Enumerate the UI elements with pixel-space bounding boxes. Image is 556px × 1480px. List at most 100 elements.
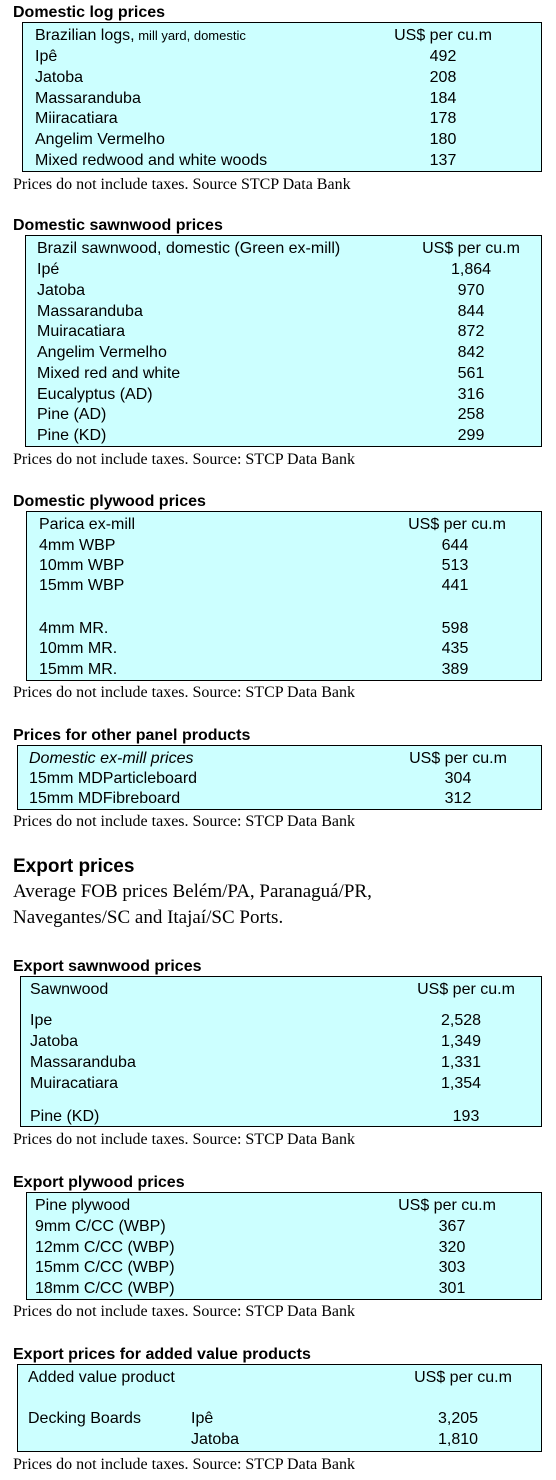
table-row: Mixed redwood and white woods 137 — [23, 150, 541, 171]
price-table: Added value product US$ per cu.m Decking… — [17, 1364, 542, 1452]
header-label: Brazilian logs, mill yard, domestic — [35, 27, 246, 44]
source-note: Prices do not include taxes. Source: STC… — [13, 451, 356, 468]
table-row: Ipe 2,528 — [21, 1010, 541, 1031]
header-label: Pine plywood — [35, 1197, 131, 1214]
row-value: 316 — [457, 386, 485, 403]
row-label: Massaranduba — [37, 303, 143, 320]
row-label: Massaranduba — [30, 1054, 136, 1071]
table-row: Pine (KD) 193 — [21, 1106, 541, 1127]
table-row: 4mm WBP 644 — [27, 535, 541, 556]
table-header-row: Sawnwood US$ per cu.m — [21, 979, 541, 1000]
row-sublabel: Ipê — [191, 1410, 214, 1427]
section-title: Export prices for added value products — [13, 1346, 311, 1363]
row-label: 15mm MR. — [39, 661, 118, 678]
source-note: Prices do not include taxes. Source STCP… — [13, 176, 351, 193]
row-value: 1,354 — [440, 1075, 482, 1092]
row-value: 367 — [438, 1218, 466, 1235]
header-value: US$ per cu.m — [394, 27, 492, 44]
row-value: 492 — [429, 48, 457, 65]
row-value: 3,205 — [437, 1410, 479, 1427]
row-value: 178 — [429, 110, 457, 127]
row-label: Ipê — [35, 48, 58, 65]
header-label: Parica ex-mill — [39, 516, 136, 533]
row-value: 208 — [429, 69, 457, 86]
table-row: Jatoba 1,810 — [18, 1429, 541, 1450]
table-header-row: Brazil sawnwood, domestic (Green ex-mill… — [26, 238, 541, 259]
section-title: Prices for other panel products — [13, 727, 251, 744]
table-row: 15mm WBP 441 — [27, 575, 541, 596]
row-value: 299 — [457, 427, 485, 444]
section-title: Domestic log prices — [13, 4, 166, 21]
row-sublabel: Jatoba — [191, 1431, 240, 1448]
section-title: Export plywood prices — [13, 1174, 185, 1191]
row-label: Miiracatiara — [35, 110, 118, 127]
price-table: Domestic ex-mill prices US$ per cu.m 15m… — [17, 745, 542, 810]
row-label: 12mm C/CC (WBP) — [35, 1239, 175, 1256]
section-title: Domestic plywood prices — [13, 493, 206, 510]
table-row: Muiracatiara 1,354 — [21, 1073, 541, 1094]
export-intro-line-2: Navegantes/SC and Itajaí/SC Ports. — [13, 907, 284, 928]
row-value: 435 — [441, 640, 469, 657]
header-value: US$ per cu.m — [408, 516, 506, 533]
table-row: Massaranduba 844 — [26, 301, 541, 322]
row-label: Muiracatiara — [37, 323, 126, 340]
row-value: 513 — [441, 557, 469, 574]
row-label: 9mm C/CC (WBP) — [35, 1218, 166, 1235]
table-row: Eucalyptus (AD) 316 — [26, 384, 541, 405]
row-label: Eucalyptus (AD) — [37, 386, 153, 403]
header-value: US$ per cu.m — [417, 981, 515, 998]
row-value: 598 — [441, 620, 469, 637]
row-label: Pine (KD) — [30, 1108, 100, 1125]
table-header-row: Added value product US$ per cu.m — [18, 1367, 541, 1388]
table-row: Muiracatiara 872 — [26, 321, 541, 342]
source-note: Prices do not include taxes. Source: STC… — [13, 684, 356, 701]
source-note: Prices do not include taxes. Source: STC… — [13, 1131, 356, 1148]
table-row: Ipê 492 — [23, 46, 541, 67]
price-table: Brazilian logs, mill yard, domestic US$ … — [22, 22, 542, 172]
row-value: 1,331 — [440, 1054, 482, 1071]
row-label: 10mm MR. — [39, 640, 118, 657]
table-row: 15mm MDParticleboard 304 — [18, 768, 541, 789]
source-note: Prices do not include taxes. Source: STC… — [13, 1456, 356, 1473]
row-label: 4mm MR. — [39, 620, 109, 637]
row-label: 15mm WBP — [39, 577, 125, 594]
row-label: 4mm WBP — [39, 537, 116, 554]
header-label: Domestic ex-mill prices — [29, 750, 194, 767]
table-row: Pine (AD) 258 — [26, 404, 541, 425]
table-header-row: Domestic ex-mill prices US$ per cu.m — [18, 748, 541, 769]
price-table: Parica ex-mill US$ per cu.m 4mm WBP 644 1… — [26, 511, 542, 681]
table-row: 12mm C/CC (WBP) 320 — [27, 1237, 541, 1258]
row-value: 1,864 — [450, 261, 492, 278]
row-label: 18mm C/CC (WBP) — [35, 1280, 175, 1297]
row-label: Jatoba — [35, 69, 84, 86]
row-label: Pine (AD) — [37, 406, 107, 423]
row-label: Jatoba — [30, 1033, 79, 1050]
row-value: 258 — [457, 406, 485, 423]
row-label: Muiracatiara — [30, 1075, 119, 1092]
table-row: 10mm WBP 513 — [27, 555, 541, 576]
row-label: Angelim Vermelho — [37, 344, 167, 361]
section-title: Export sawnwood prices — [13, 958, 202, 975]
row-label: Massaranduba — [35, 90, 141, 107]
row-label: Mixed red and white — [37, 365, 181, 382]
row-value: 389 — [441, 661, 469, 678]
row-label: Mixed redwood and white woods — [35, 152, 268, 169]
table-row: Jatoba 970 — [26, 280, 541, 301]
row-label: 15mm C/CC (WBP) — [35, 1259, 175, 1276]
header-label: Added value product — [28, 1369, 175, 1386]
table-row: Angelim Vermelho 180 — [23, 129, 541, 150]
table-header-row: Pine plywood US$ per cu.m — [27, 1195, 541, 1216]
row-label: 15mm MDParticleboard — [29, 770, 198, 787]
row-value: 301 — [438, 1280, 466, 1297]
row-value: 312 — [444, 790, 472, 807]
row-value: 844 — [457, 303, 485, 320]
row-label: Decking Boards — [28, 1410, 141, 1427]
table-row: 4mm MR. 598 — [27, 618, 541, 639]
row-value: 303 — [438, 1259, 466, 1276]
table-row: Ipé 1,864 — [26, 259, 541, 280]
row-value: 1,349 — [440, 1033, 482, 1050]
table-row: 15mm MDFibreboard 312 — [18, 788, 541, 809]
row-value: 644 — [441, 537, 469, 554]
row-value: 320 — [438, 1239, 466, 1256]
table-row: 15mm C/CC (WBP) 303 — [27, 1257, 541, 1278]
